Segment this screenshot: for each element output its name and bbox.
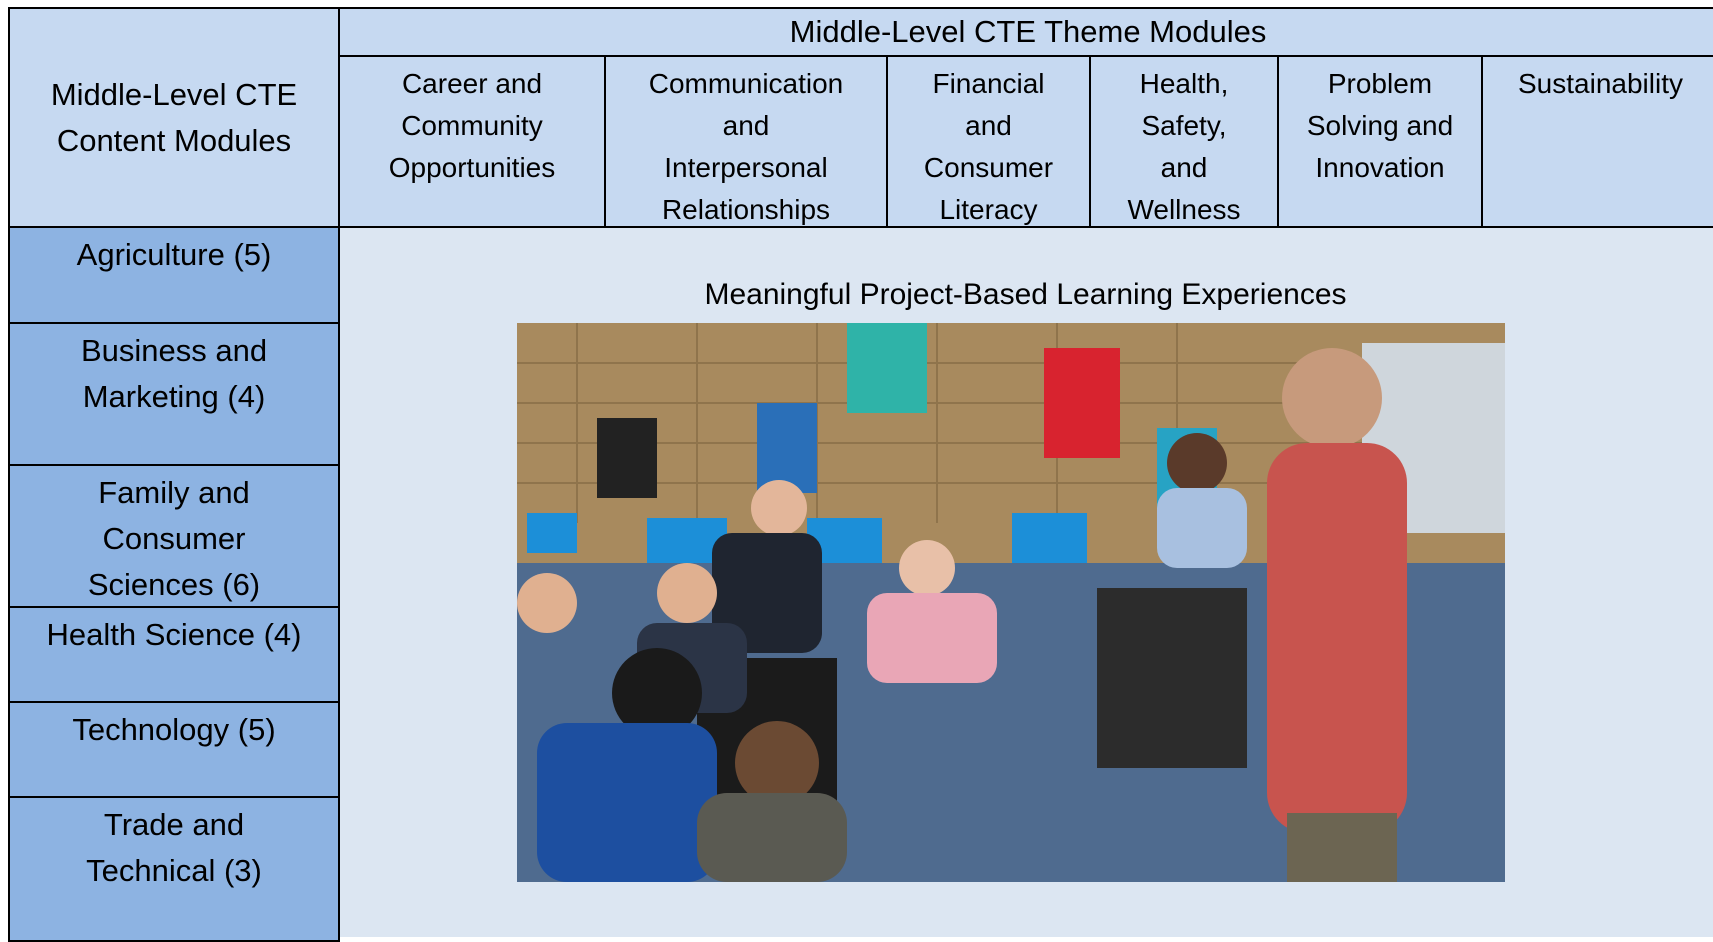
caption: Meaningful Project-Based Learning Experi… — [704, 278, 1347, 311]
cell-text-line: Sustainability — [1518, 68, 1683, 99]
cell-text-line: and — [965, 110, 1012, 141]
cell-text-line: Business and — [80, 333, 268, 368]
cell-text-line: Safety, — [1141, 110, 1227, 141]
theme-header-cell: Career and Community Opportunities — [338, 55, 606, 228]
theme-header-cell: Problem Solving and Innovation — [1277, 55, 1483, 228]
content-module-cell: Business and Marketing (4) — [8, 322, 340, 466]
cell-text-line: Consumer — [102, 521, 246, 556]
cell-text-line: Career and — [401, 68, 543, 99]
theme-header-cell: Communication and Interpersonal Relationshi… — [604, 55, 888, 228]
cell-text-line: Interpersonal — [664, 152, 828, 183]
cell-text-line: Innovation — [1315, 152, 1445, 183]
cell-text-line: Literacy — [939, 194, 1038, 225]
content-module-cell: Family and Consumer Sciences (6) — [8, 464, 340, 608]
cell-text-line: Content Modules — [56, 122, 292, 158]
cell-text-line: Marketing (4) — [82, 379, 266, 414]
cell-text-line: Financial — [932, 68, 1045, 99]
cell-text-line: Communication — [648, 68, 844, 99]
cell-text-line: Opportunities — [388, 152, 556, 183]
cell-text-line: Trade and — [103, 807, 245, 842]
content-module-cell: Trade and Technical (3) — [8, 796, 340, 942]
cell-text-line: Health, — [1139, 68, 1229, 99]
cell-text-line: and — [1160, 152, 1208, 183]
cell-text-line: Solving and — [1306, 110, 1454, 141]
theme-title: Middle-Level CTE Theme Modules — [338, 7, 1713, 57]
cell-text-line: Health Science (4) — [46, 617, 302, 652]
content-module-cell: Health Science (4) — [8, 606, 340, 703]
content-module-cell: Agriculture (5) — [8, 226, 340, 324]
cell-text-line: Problem — [1327, 68, 1433, 99]
cell-text-line: Consumer — [923, 152, 1054, 183]
theme-header-cell: Health, Safety, and Wellness — [1089, 55, 1279, 228]
content-module-cell: Technology (5) — [8, 701, 340, 798]
cell-text-line: Wellness — [1127, 194, 1241, 225]
cell-text-line: Technology (5) — [72, 712, 276, 747]
cell-text-line: Community — [401, 110, 543, 141]
cell-text-line: Agriculture (5) — [76, 237, 272, 272]
cell-text-line: Technical (3) — [86, 853, 262, 888]
cell-text-line: and — [722, 110, 770, 141]
cell-text-line: Sciences (6) — [87, 567, 261, 602]
cell-text-line: Family and — [98, 475, 250, 510]
cell-text-line: Relationships — [661, 194, 831, 225]
cell-text-line: Middle-Level CTE — [50, 76, 298, 112]
theme-header-cell: Sustainability — [1481, 55, 1713, 228]
corner-cell: Middle-Level CTE Content Modules — [8, 7, 340, 228]
classroom-photo — [517, 323, 1505, 882]
theme-header-cell: Financial and Consumer Literacy — [886, 55, 1091, 228]
